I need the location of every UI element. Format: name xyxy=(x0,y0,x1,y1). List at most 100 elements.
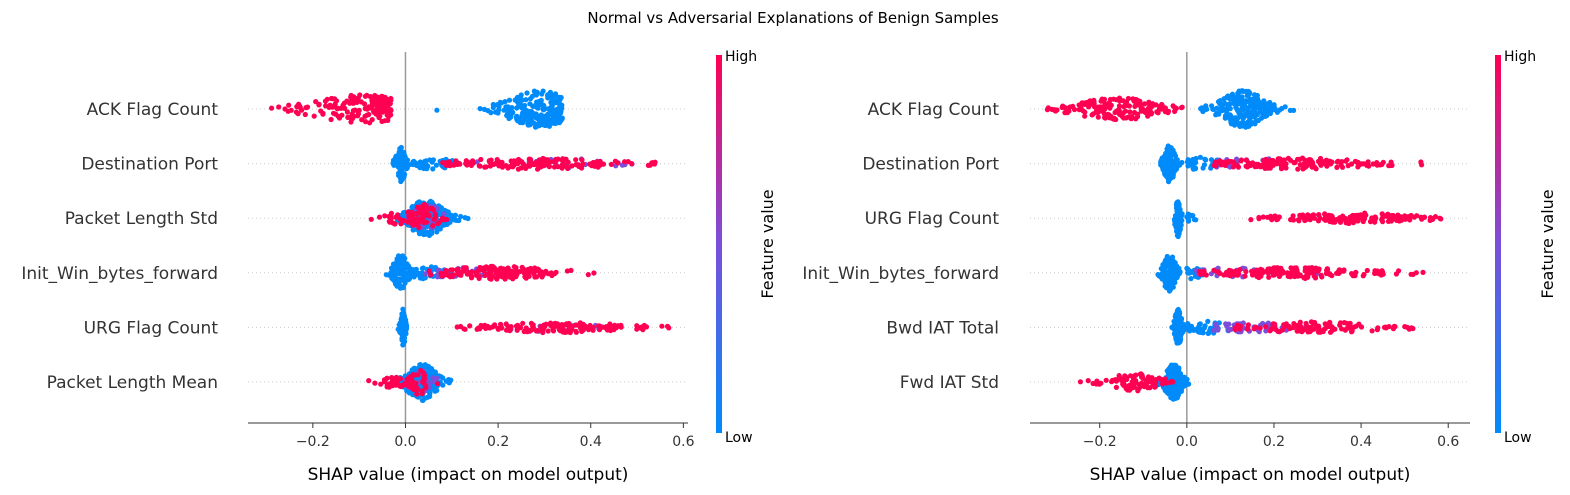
shap-point xyxy=(1172,218,1178,224)
shap-point xyxy=(1095,104,1101,110)
shap-point xyxy=(1327,319,1333,325)
shap-point xyxy=(409,385,415,391)
shap-point xyxy=(502,276,508,282)
shap-point xyxy=(542,160,548,166)
shap-point xyxy=(666,325,672,331)
shap-point xyxy=(1370,161,1376,167)
shap-point xyxy=(1090,111,1096,117)
shap-point xyxy=(1137,98,1143,104)
shap-point xyxy=(1318,272,1324,278)
shap-point xyxy=(1062,110,1068,116)
colorbar-high-label: High xyxy=(1504,49,1536,65)
shap-point xyxy=(1170,379,1176,385)
feature-label: ACK Flag Count xyxy=(87,100,219,120)
shap-point xyxy=(1159,274,1165,280)
shap-point xyxy=(412,372,418,378)
shap-point xyxy=(546,164,552,170)
shap-point xyxy=(1158,106,1164,112)
shap-point xyxy=(483,164,489,170)
shap-point xyxy=(382,94,388,100)
shap-point xyxy=(392,270,398,276)
shap-point xyxy=(416,225,422,231)
shap-point xyxy=(549,93,556,100)
shap-point xyxy=(1154,109,1160,115)
shap-point xyxy=(425,370,432,376)
shap-point xyxy=(437,226,443,232)
shap-point xyxy=(1127,109,1133,115)
shap-point xyxy=(1167,160,1173,166)
shap-point xyxy=(1254,273,1260,280)
shap-point xyxy=(388,210,394,216)
shap-point xyxy=(610,325,616,331)
shap-point xyxy=(495,325,501,331)
shap-point xyxy=(538,112,544,118)
shap-point xyxy=(1375,325,1381,331)
shap-point xyxy=(1276,273,1282,279)
colorbar-low-label: Low xyxy=(1504,430,1532,446)
shap-point xyxy=(1270,162,1276,168)
shap-point xyxy=(1177,269,1183,275)
shap-point xyxy=(1235,121,1241,127)
shap-point xyxy=(573,162,579,168)
feature-label: Packet Length Std xyxy=(65,209,218,229)
shap-point xyxy=(532,265,538,271)
shap-point xyxy=(612,158,619,164)
shap-point xyxy=(1123,374,1130,381)
shap-point xyxy=(1256,214,1262,221)
shap-point xyxy=(451,272,457,278)
shap-point xyxy=(367,94,373,100)
colorbar-high-label: High xyxy=(725,49,757,65)
shap-point xyxy=(1299,155,1306,161)
shap-point xyxy=(1347,321,1353,327)
shap-point xyxy=(501,107,507,113)
shap-point xyxy=(1201,268,1207,274)
shap-point xyxy=(549,100,555,106)
shap-point xyxy=(496,104,502,110)
shap-point xyxy=(545,95,551,101)
left-panel: ACK Flag Count Destination Port Packet Len… xyxy=(21,49,777,485)
shap-point xyxy=(1272,107,1278,113)
feature-label: Bwd IAT Total xyxy=(886,318,999,338)
shap-point xyxy=(1290,325,1296,331)
shap-point xyxy=(1218,159,1224,165)
shap-point xyxy=(403,321,409,327)
shap-point xyxy=(1413,270,1419,276)
shap-point xyxy=(1102,106,1108,112)
shap-point xyxy=(1135,387,1141,393)
shap-point xyxy=(1207,328,1213,334)
shap-point xyxy=(1213,112,1219,118)
shap-point xyxy=(429,206,435,212)
shap-point xyxy=(1166,147,1172,153)
shap-point xyxy=(400,327,406,333)
shap-point xyxy=(1127,373,1134,379)
shap-point xyxy=(1275,328,1281,335)
shap-point xyxy=(313,99,319,105)
shap-point xyxy=(1172,367,1178,373)
shap-point xyxy=(1163,380,1169,386)
shap-point xyxy=(528,320,535,326)
feature-label: Destination Port xyxy=(862,155,999,175)
shap-point xyxy=(417,362,423,368)
shap-point xyxy=(515,166,522,172)
shap-point xyxy=(410,216,416,222)
shap-point xyxy=(590,161,597,167)
shap-point xyxy=(518,92,524,98)
shap-point xyxy=(1167,277,1173,283)
shap-point xyxy=(438,205,444,211)
shap-point xyxy=(538,269,545,275)
shap-point xyxy=(1116,103,1122,109)
colorbar-label: Feature value xyxy=(758,189,777,298)
shap-point xyxy=(376,114,382,121)
shap-point xyxy=(1231,100,1237,106)
shap-point xyxy=(1153,377,1159,383)
shap-point xyxy=(465,269,471,275)
shap-point xyxy=(410,379,416,385)
shap-point xyxy=(1114,108,1120,114)
shap-point xyxy=(1243,269,1249,275)
shap-point xyxy=(1162,283,1168,289)
shap-point xyxy=(543,268,549,274)
shap-point xyxy=(1267,110,1273,117)
shap-point xyxy=(1372,214,1378,220)
shap-point xyxy=(1252,121,1258,127)
shap-point xyxy=(435,381,441,387)
